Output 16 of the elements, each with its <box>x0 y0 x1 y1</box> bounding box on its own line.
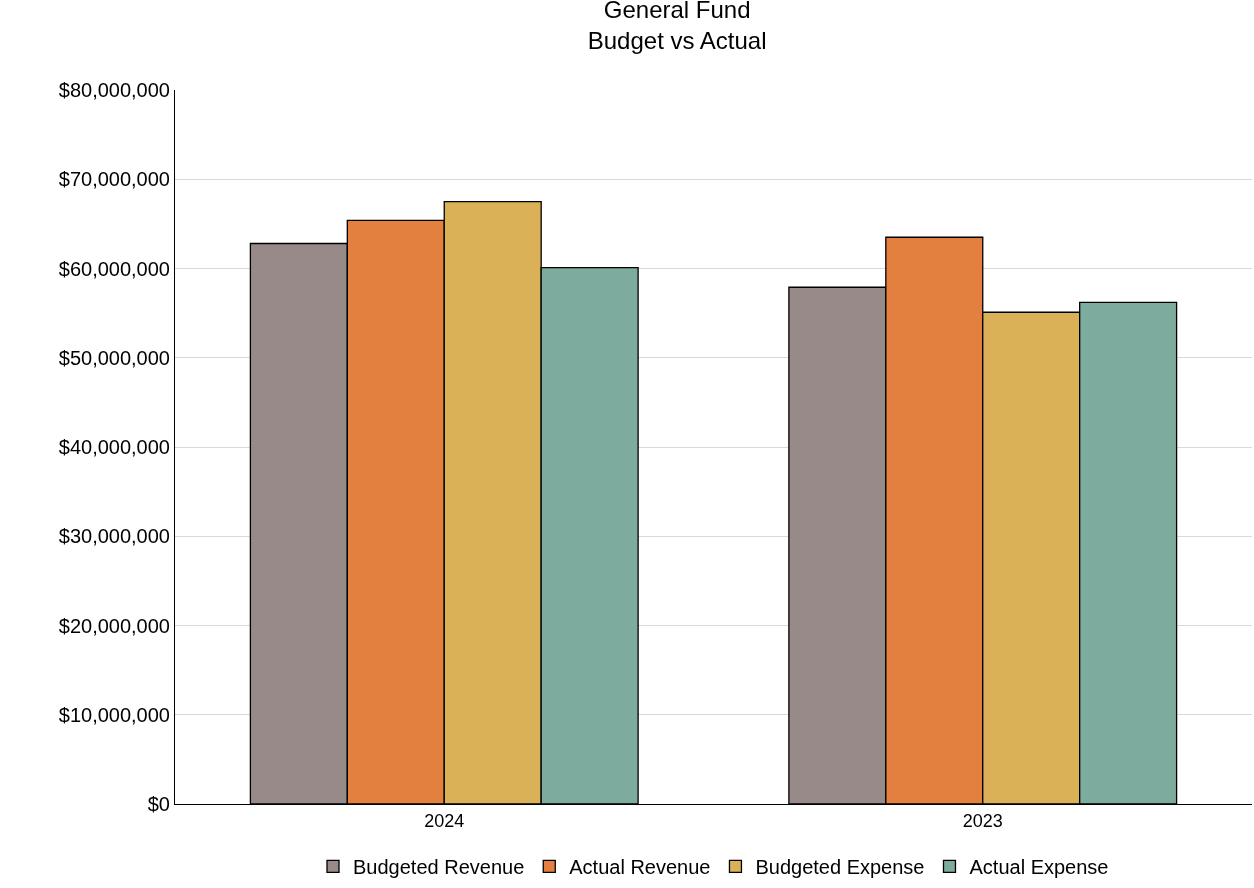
legend-label: Budgeted Revenue <box>353 856 525 879</box>
y-tick-label: $40,000,000 <box>58 436 170 458</box>
y-tick-label: $70,000,000 <box>58 168 170 191</box>
legend-label: Actual Expense <box>969 856 1109 879</box>
y-tick-label: $0 <box>147 793 170 815</box>
y-tick-label: $60,000,000 <box>58 257 170 280</box>
y-tick-label: $80,000,000 <box>58 79 170 101</box>
legend-label: Budgeted Expense <box>755 856 925 879</box>
y-tick-label: $50,000,000 <box>58 346 170 369</box>
y-tick-label: $20,000,000 <box>58 614 170 637</box>
y-tick-label: $10,000,000 <box>58 703 170 726</box>
chart-title: General Fund Budget vs Actual <box>587 0 767 54</box>
x-tick-label: 2024 <box>424 810 465 831</box>
x-tick-label: 2023 <box>962 810 1003 831</box>
legend-label: Actual Revenue <box>569 856 711 879</box>
y-tick-label: $30,000,000 <box>58 525 170 548</box>
